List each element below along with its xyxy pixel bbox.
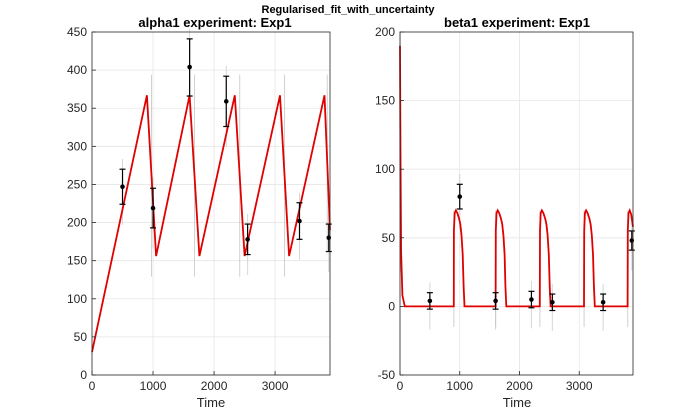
- alpha1-observation: [296, 202, 303, 240]
- alpha1-y-tick-label: 150: [67, 254, 87, 268]
- alpha1-x-tick-label: 2000: [201, 379, 228, 393]
- alpha1-y-tick-label: 50: [74, 330, 88, 344]
- beta1-observation: [492, 292, 499, 310]
- beta1-observation: [600, 293, 607, 312]
- beta1-grid: [399, 31, 633, 376]
- beta1-y-tick-label: 0: [388, 299, 395, 313]
- beta1-y-tick-label: 50: [382, 231, 396, 245]
- alpha1-y-tick-label: 100: [67, 292, 87, 306]
- beta1-uncertainty-band: [399, 32, 633, 332]
- beta1-data-point: [427, 298, 433, 304]
- alpha1-observation: [186, 38, 193, 97]
- alpha1-x-tick-label: 3000: [262, 379, 289, 393]
- beta1-x-axis: 0 1000 2000 3000: [397, 371, 593, 393]
- beta1-observation: [549, 293, 556, 312]
- alpha1-observation: [223, 75, 230, 128]
- beta1-x-axis-label: Time: [503, 395, 531, 410]
- beta1-x-tick-label: 3000: [566, 379, 593, 393]
- alpha1-observation: [244, 223, 251, 256]
- beta1-data-point: [529, 297, 534, 302]
- alpha1-data-point: [245, 237, 250, 242]
- beta1-y-tick-label: -50: [378, 368, 396, 382]
- beta1-x-tick-label: 2000: [506, 379, 533, 393]
- beta1-y-axis: -50 0 50 100 150 200: [375, 25, 404, 382]
- alpha1-y-axis: 0 50 100 150 200 250 300 350 400 450: [67, 25, 96, 382]
- beta1-panel-title: beta1 experiment: Exp1: [444, 15, 590, 30]
- beta1-data-point: [600, 299, 606, 305]
- alpha1-x-axis-label: Time: [197, 395, 225, 410]
- alpha1-observation: [325, 223, 332, 253]
- alpha1-axes-frame: [91, 31, 331, 376]
- alpha1-panel-title: alpha1 experiment: Exp1: [138, 15, 291, 30]
- alpha1-observation: [119, 168, 126, 205]
- beta1-observation: [628, 230, 635, 251]
- beta1-observations: [426, 183, 635, 312]
- alpha1-data-point: [150, 205, 156, 211]
- beta1-y-tick-label: 200: [375, 25, 395, 39]
- alpha1-panel: alpha1 experiment: Exp1 0 1000 2000 3000 0 5…: [67, 15, 332, 410]
- alpha1-y-tick-label: 300: [67, 139, 87, 153]
- beta1-panel: beta1 experiment: Exp1 0 1000 2000 3000 -50…: [375, 15, 635, 410]
- beta1-observation: [528, 290, 535, 309]
- alpha1-y-tick-label: 0: [80, 368, 87, 382]
- beta1-observation: [456, 183, 463, 210]
- beta1-x-tick-label: 1000: [446, 379, 473, 393]
- beta1-observation: [426, 292, 433, 310]
- alpha1-y-tick-label: 200: [67, 216, 87, 230]
- alpha1-grid: [91, 31, 330, 376]
- alpha1-data-point: [120, 184, 125, 190]
- figure-title: Regularised_fit_with_uncertainty: [262, 4, 436, 16]
- beta1-fit-line: [399, 45, 634, 308]
- beta1-data-point: [457, 194, 463, 199]
- alpha1-y-tick-label: 350: [67, 101, 87, 115]
- alpha1-x-tick-label: 1000: [140, 379, 167, 393]
- alpha1-observation: [150, 187, 157, 229]
- beta1-axes-frame: [399, 31, 634, 376]
- alpha1-y-tick-label: 250: [67, 177, 87, 191]
- beta1-y-tick-label: 100: [375, 162, 395, 176]
- alpha1-data-point: [223, 99, 229, 104]
- beta1-x-tick-label: 0: [397, 379, 404, 393]
- alpha1-data-point: [187, 64, 192, 70]
- alpha1-x-axis: 0 1000 2000 3000: [89, 371, 289, 393]
- beta1-data-point: [629, 238, 635, 243]
- alpha1-x-tick-label: 0: [89, 379, 96, 393]
- alpha1-fit-line: [91, 95, 331, 353]
- alpha1-y-tick-label: 450: [67, 25, 87, 39]
- alpha1-data-point: [297, 218, 302, 224]
- beta1-data-point: [493, 298, 498, 304]
- alpha1-y-tick-label: 400: [67, 63, 87, 77]
- beta1-data-point: [550, 299, 555, 305]
- beta1-y-tick-label: 150: [375, 94, 395, 108]
